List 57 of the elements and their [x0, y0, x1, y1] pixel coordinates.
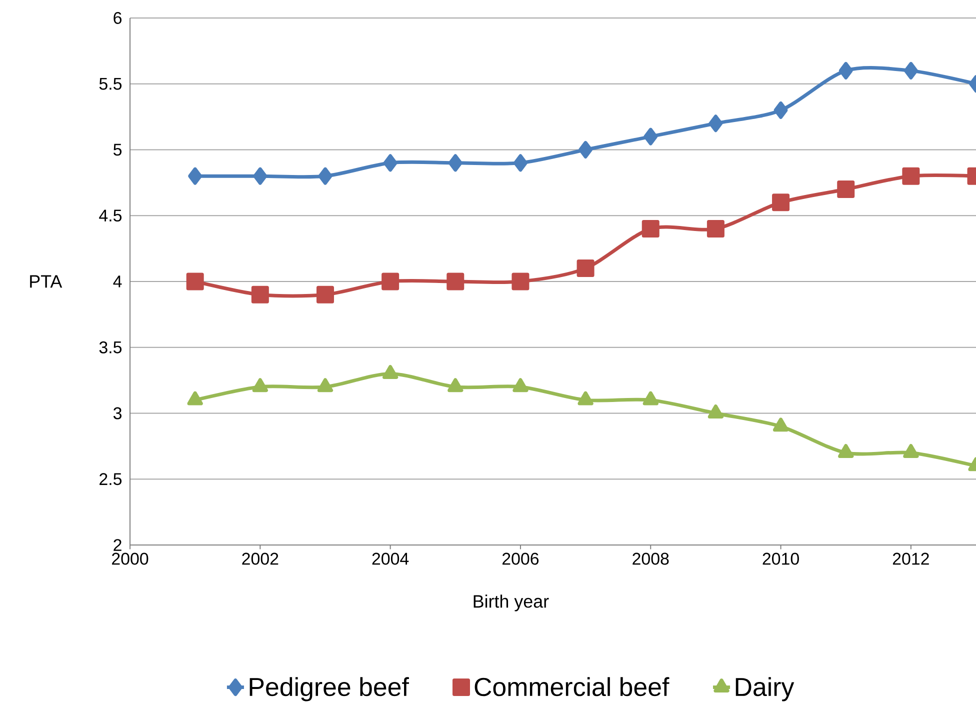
point: [708, 404, 724, 418]
point: [186, 272, 204, 290]
point: [448, 378, 464, 392]
point: [252, 378, 268, 392]
point: [251, 286, 269, 304]
y-tick-label: 3: [113, 407, 122, 420]
y-tick-label: 2: [114, 539, 122, 551]
y-tick-label: 2.5: [100, 473, 122, 486]
point: [512, 272, 530, 290]
point: [576, 260, 594, 278]
y-axis-title: PTA: [30, 275, 62, 288]
x-tick-label: 2002: [242, 552, 278, 565]
point: [642, 220, 660, 238]
point: [448, 154, 462, 172]
point: [706, 220, 724, 238]
point: [772, 418, 789, 432]
point: [642, 391, 658, 406]
point: [837, 180, 855, 198]
point: [446, 272, 464, 290]
point: [774, 101, 788, 119]
x-tick-label: 2010: [762, 552, 799, 565]
y-tick-label: 4: [113, 276, 122, 288]
point: [512, 378, 528, 392]
point: [578, 140, 593, 158]
point: [383, 154, 398, 172]
x-tick-label: 2012: [892, 552, 929, 565]
point: [644, 128, 658, 146]
x-tick-label: 2006: [502, 552, 539, 565]
point: [903, 444, 919, 458]
y-tick-label: 3.5: [99, 341, 122, 354]
point: [902, 167, 920, 185]
point: [318, 167, 332, 185]
point: [513, 154, 528, 172]
legend-label: Dairy: [736, 677, 794, 702]
point: [772, 194, 790, 212]
x-tick-label: 2008: [632, 552, 669, 565]
y-tick-label: 6: [114, 12, 122, 24]
point: [253, 167, 268, 185]
point: [382, 272, 400, 290]
point: [382, 364, 398, 379]
y-tick-label: 4.5: [99, 210, 122, 222]
y-tick-label: 5.5: [99, 78, 122, 90]
point: [188, 167, 202, 185]
point: [708, 114, 723, 132]
point: [838, 444, 854, 458]
point: [316, 286, 334, 304]
y-tick-label: 5: [113, 144, 122, 156]
x-tick-label: 2004: [372, 552, 409, 565]
point: [187, 391, 203, 406]
point: [904, 62, 918, 80]
x-axis-title: Birth year: [474, 594, 549, 612]
legend-label: Pedigree beef: [250, 677, 409, 702]
point: [578, 391, 594, 406]
x-tick-label: 2000: [112, 552, 148, 565]
point: [317, 378, 334, 392]
legend-label: Commercial beef: [474, 677, 670, 696]
point: [838, 62, 853, 80]
